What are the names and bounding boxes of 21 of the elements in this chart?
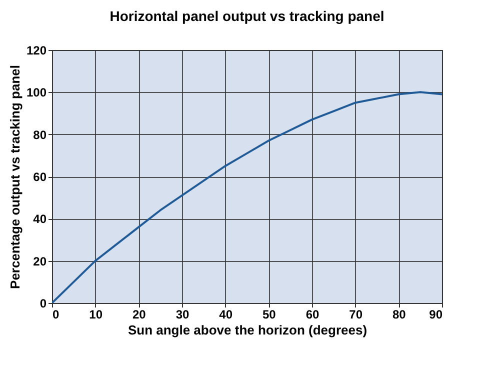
x-tick-label: 70 <box>349 308 363 322</box>
y-tick-label: 120 <box>26 44 47 58</box>
line-series <box>52 91 442 303</box>
x-tick-label: 80 <box>392 308 406 322</box>
chart-title: Horizontal panel output vs tracking panel <box>110 8 384 24</box>
y-axis-title: Percentage output vs tracking panel <box>7 65 22 289</box>
y-tick-label: 40 <box>33 212 47 226</box>
x-tick-label: 0 <box>52 308 60 322</box>
x-tick-label: 10 <box>89 308 103 322</box>
x-tick-label: 20 <box>132 308 146 322</box>
y-tick-label: 80 <box>33 128 47 142</box>
y-tick-label: 0 <box>40 296 47 310</box>
x-tick-label: 50 <box>262 308 276 322</box>
x-tick-label: 40 <box>219 308 233 322</box>
x-tick-label: 90 <box>429 308 443 322</box>
x-axis-title: Sun angle above the horizon (degrees) <box>128 322 368 338</box>
y-tick-label: 100 <box>26 86 47 100</box>
x-tick-label: 60 <box>306 308 320 322</box>
x-tick-label: 30 <box>176 308 190 322</box>
y-tick-label: 60 <box>33 170 47 184</box>
y-tick-label: 20 <box>33 254 47 268</box>
